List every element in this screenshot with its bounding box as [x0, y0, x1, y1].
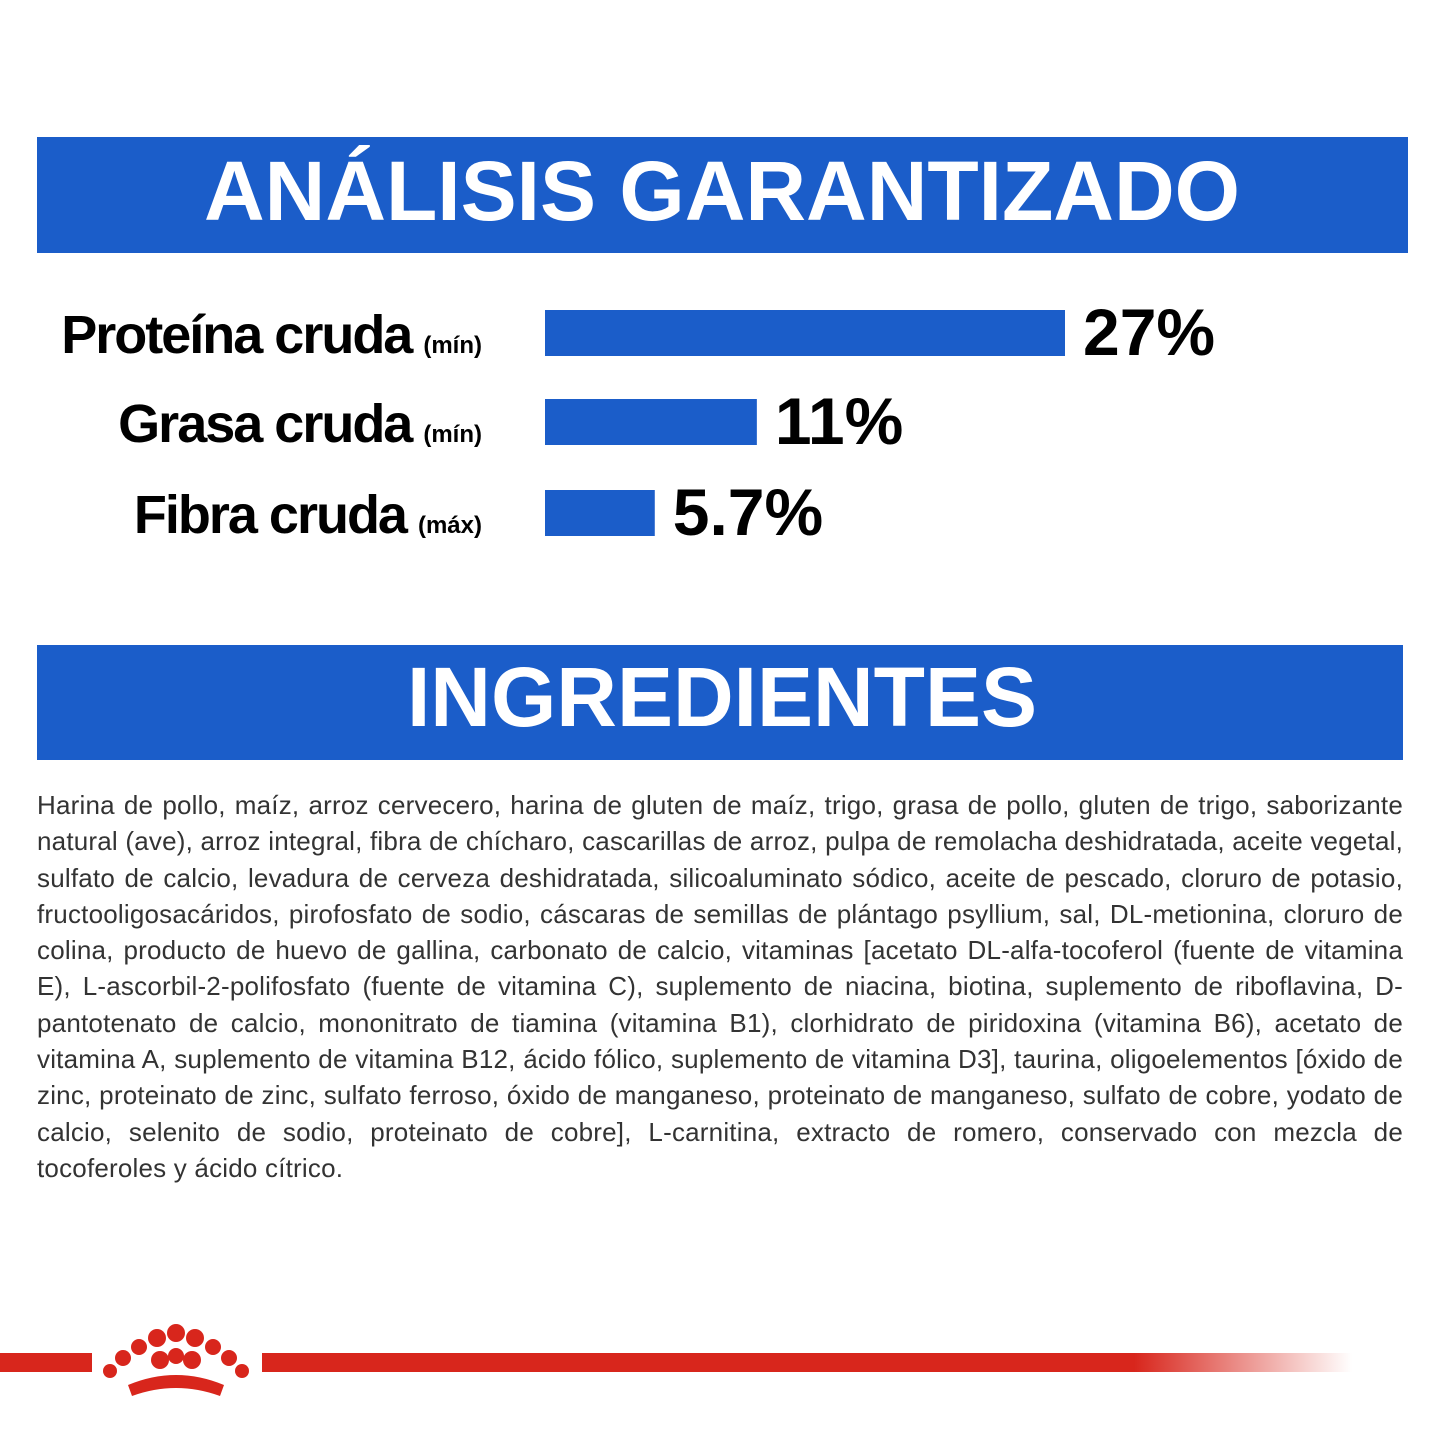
brand-line — [262, 1353, 1352, 1372]
value-label: 27% — [1083, 295, 1215, 369]
category-name: Grasa cruda — [118, 394, 414, 454]
bar — [545, 399, 757, 445]
qualifier: (mín) — [423, 332, 482, 359]
header-band — [37, 137, 1408, 253]
qualifier: (máx) — [418, 512, 482, 539]
value-label: 5.7% — [673, 475, 823, 549]
category-name: Proteína cruda — [61, 305, 414, 365]
section-title: ANÁLISIS GARANTIZADO — [204, 144, 1240, 238]
category-label: Proteína cruda (mín) — [61, 305, 482, 365]
category-name: Fibra cruda — [134, 485, 409, 545]
value-label: 11% — [775, 384, 903, 458]
brand-line — [0, 1353, 92, 1372]
header-band — [37, 645, 1403, 760]
section-title: INGREDIENTES — [407, 650, 1037, 744]
category-label: Grasa cruda (mín) — [118, 394, 482, 454]
bar — [545, 490, 655, 536]
category-label: Fibra cruda (máx) — [134, 485, 482, 545]
bar-chart: 27% Proteína cruda (mín) 11% Grasa cruda (mín… — [61, 295, 1215, 549]
crown-logo — [103, 1324, 249, 1396]
bar — [545, 310, 1065, 356]
ingredients-text: Harina de pollo, maíz, arroz cervecero, … — [37, 790, 1403, 1183]
qualifier: (mín) — [423, 421, 482, 448]
